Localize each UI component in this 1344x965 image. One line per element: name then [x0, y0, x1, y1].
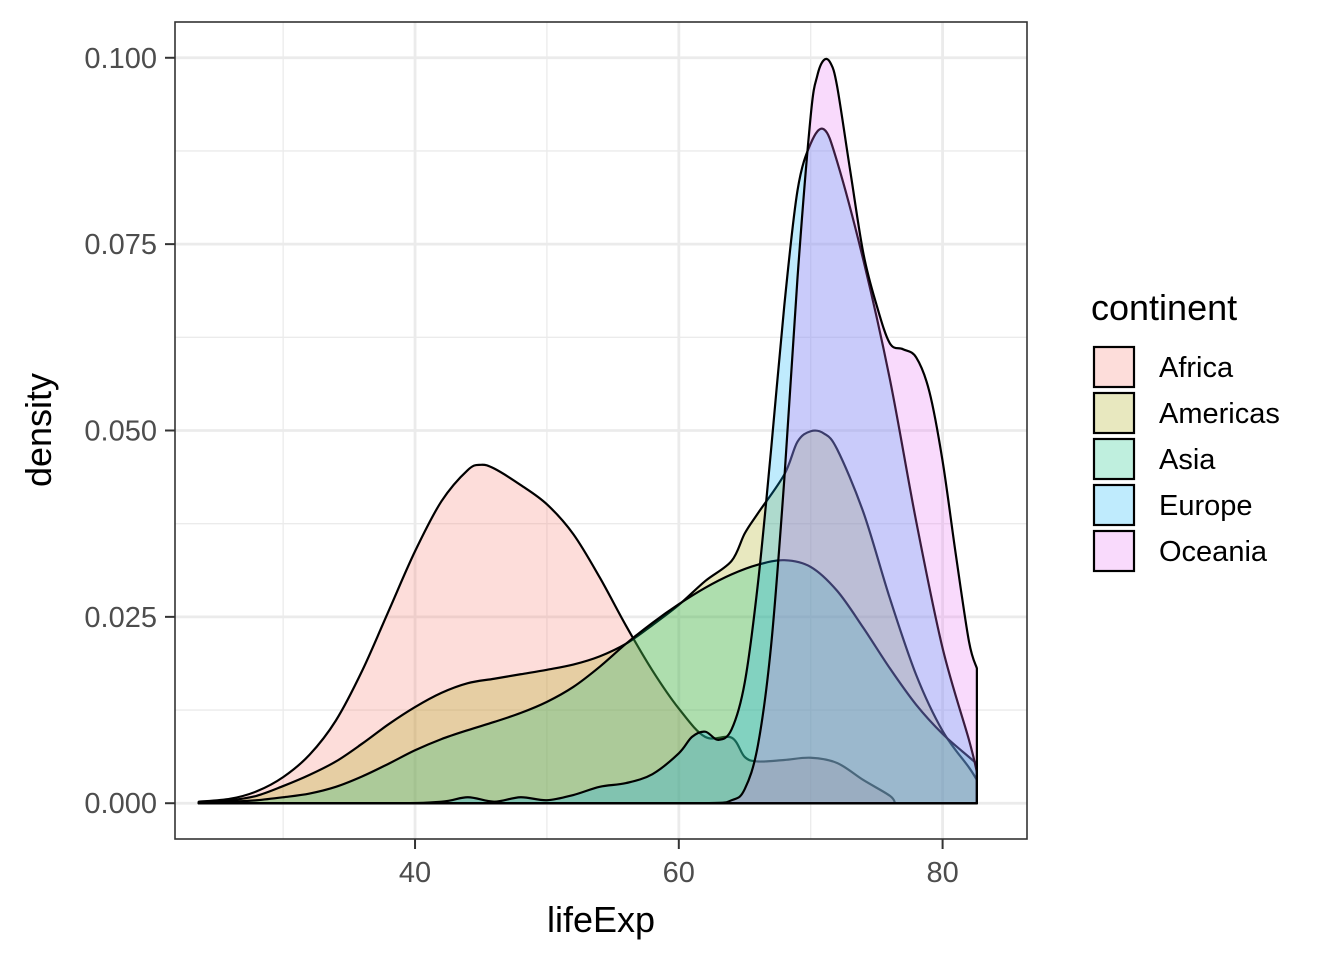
legend-swatch-americas	[1092, 391, 1136, 435]
density-area-europe	[197, 127, 978, 805]
legend-item-africa: Africa	[1092, 345, 1234, 389]
legend-label-asia: Asia	[1159, 444, 1216, 476]
x-tick-label: 40	[399, 857, 431, 889]
density-area-africa	[197, 463, 897, 805]
y-tick-label: 0.000	[84, 788, 157, 820]
legend-item-europe: Europe	[1092, 483, 1253, 527]
density-area-americas	[197, 429, 978, 805]
legend-label-europe: Europe	[1159, 490, 1253, 522]
legend-key-background	[1093, 530, 1135, 572]
legend-item-asia: Asia	[1092, 437, 1216, 481]
axes: 40 60 80 0.000 0.025 0.050 0.075 0.100	[84, 43, 958, 889]
y-tick-label: 0.100	[84, 43, 157, 75]
legend-item-americas: Americas	[1092, 391, 1280, 435]
legend-swatch-asia	[1092, 437, 1136, 481]
legend-key-background	[1093, 346, 1135, 388]
legend-label-africa: Africa	[1159, 352, 1234, 384]
legend-swatch-europe	[1092, 483, 1136, 527]
y-tick-label: 0.025	[84, 602, 157, 634]
density-area-asia	[197, 559, 978, 805]
y-axis-title: density	[18, 373, 59, 487]
legend-title: continent	[1091, 287, 1237, 328]
legend-label-oceania: Oceania	[1159, 536, 1268, 568]
x-axis-title: lifeExp	[547, 899, 655, 940]
density-areas	[197, 57, 978, 805]
density-area-oceania	[197, 57, 978, 805]
legend-key-background	[1093, 438, 1135, 480]
legend-label-americas: Americas	[1159, 398, 1280, 430]
legend: continent Africa Americas Asia Europe Oceani…	[1091, 287, 1280, 573]
legend-swatch-africa	[1092, 345, 1136, 389]
legend-item-oceania: Oceania	[1092, 529, 1268, 573]
legend-items: Africa Americas Asia Europe Oceania	[1092, 345, 1280, 573]
legend-key-background	[1093, 392, 1135, 434]
x-tick-label: 60	[663, 857, 695, 889]
y-tick-label: 0.050	[84, 416, 157, 448]
x-tick-label: 80	[926, 857, 958, 889]
y-tick-label: 0.075	[84, 229, 157, 261]
legend-key-background	[1093, 484, 1135, 526]
legend-swatch-oceania	[1092, 529, 1136, 573]
